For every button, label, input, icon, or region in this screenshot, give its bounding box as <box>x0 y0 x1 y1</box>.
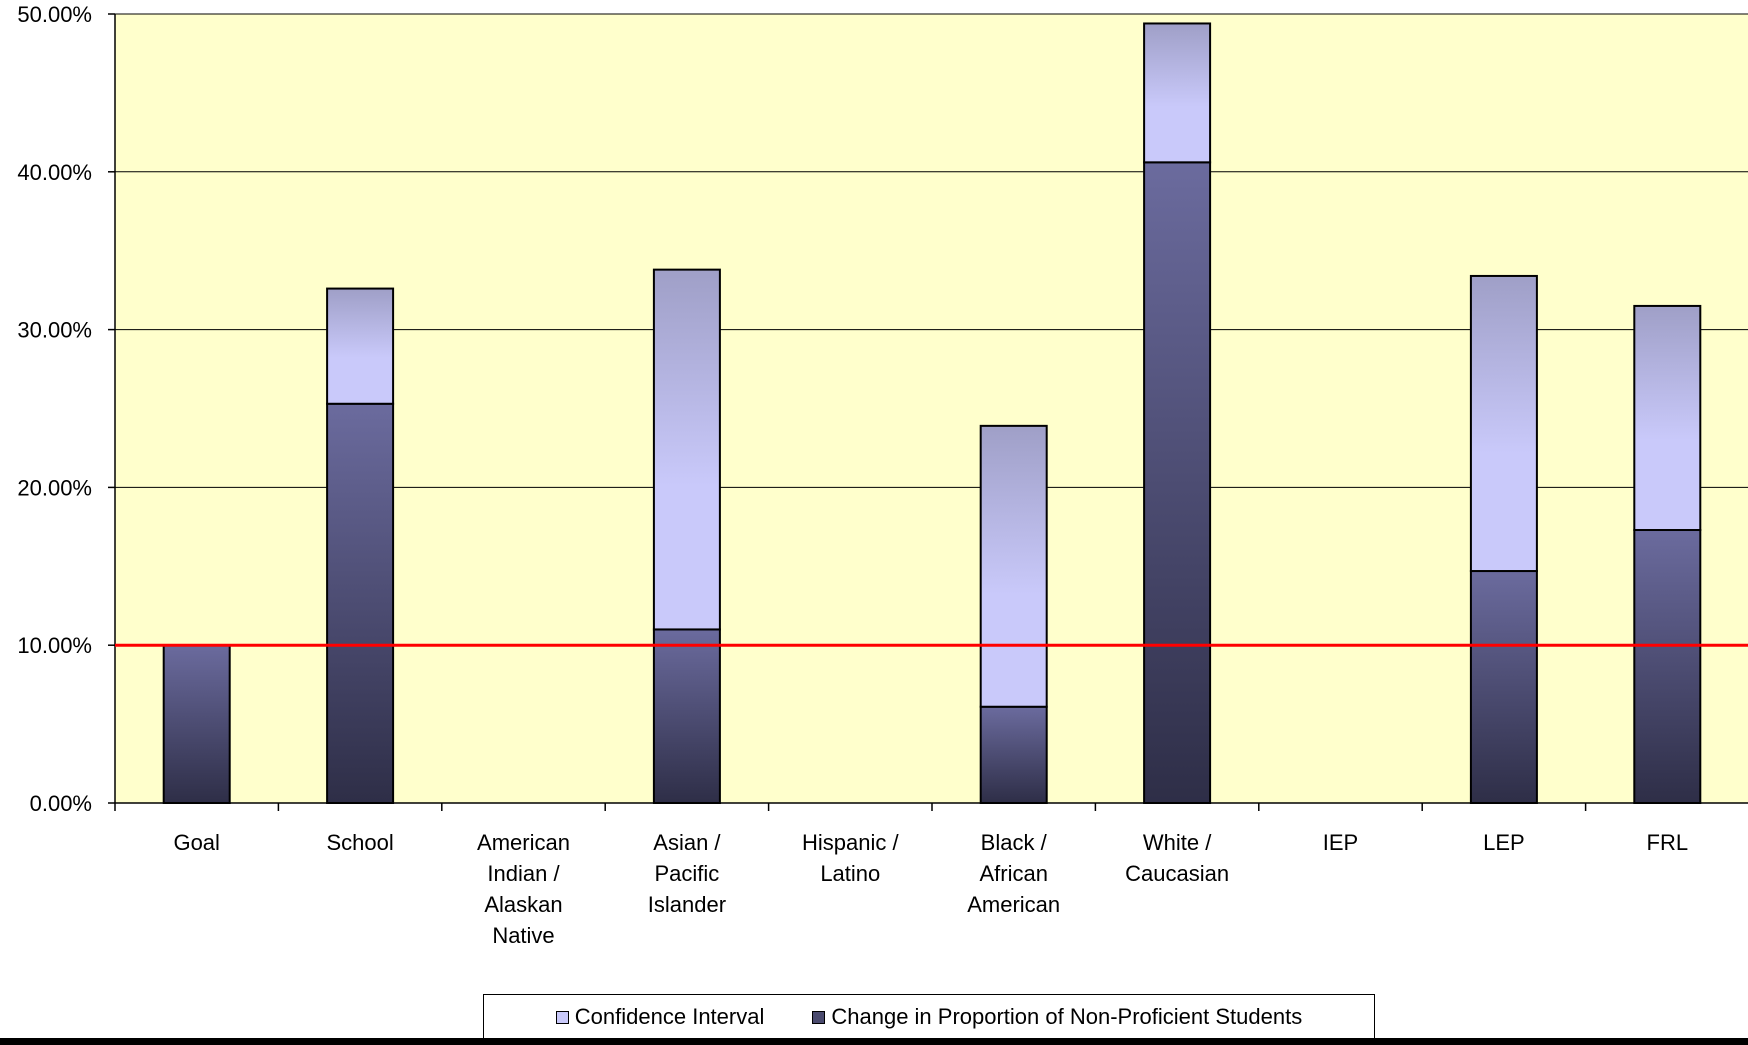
category-label: American Indian / Alaskan Native <box>477 830 570 948</box>
bar-change-proportion <box>326 402 395 804</box>
bar-confidence-interval <box>1469 274 1538 573</box>
legend-label-change-proportion: Change in Proportion of Non-Proficient S… <box>831 1004 1303 1029</box>
bar-confidence-interval <box>1143 22 1212 164</box>
bar-change-proportion <box>979 705 1048 805</box>
y-tick-label: 0.00% <box>30 791 92 816</box>
category-label-line: White / <box>1143 830 1212 855</box>
category-label-line: Latino <box>820 861 880 886</box>
bar-change-proportion <box>652 628 721 804</box>
category-label-line: Pacific <box>655 861 720 886</box>
category-label-line: FRL <box>1647 830 1689 855</box>
legend-label-confidence-interval: Confidence Interval <box>574 1004 765 1029</box>
bar-change-proportion <box>1143 161 1212 805</box>
bar-confidence-interval <box>326 287 395 405</box>
category-label-line: LEP <box>1483 830 1525 855</box>
legend-entry-change-proportion: Change in Proportion of Non-Proficient S… <box>812 1004 1302 1030</box>
category-label-line: Islander <box>648 892 726 917</box>
category-label: Hispanic / Latino <box>802 830 899 886</box>
bars <box>162 22 1702 805</box>
category-label: Black / African American <box>967 830 1060 917</box>
bar-confidence-interval <box>1633 304 1702 532</box>
bar-confidence-interval <box>652 268 721 631</box>
category-label: FRL <box>1647 830 1689 855</box>
category-label: LEP <box>1483 830 1525 855</box>
category-label-line: American <box>477 830 570 855</box>
y-tick-label: 30.00% <box>17 318 92 343</box>
category-label-line: Asian / <box>653 830 721 855</box>
category-label: White / Caucasian <box>1125 830 1229 886</box>
category-label: School <box>326 830 393 855</box>
category-label-line: Hispanic / <box>802 830 899 855</box>
category-label-line: Indian / <box>487 861 560 886</box>
bar-confidence-interval <box>979 424 1048 708</box>
category-label-line: African <box>979 861 1047 886</box>
category-label-line: Native <box>492 923 554 948</box>
bar-change-proportion <box>1469 570 1538 804</box>
category-label-line: American <box>967 892 1060 917</box>
y-tick-label: 50.00% <box>17 2 92 27</box>
bar-change-proportion <box>1633 529 1702 804</box>
y-tick-labels: 0.00% 10.00% 20.00% 30.00% 40.00% 50.00% <box>17 2 92 816</box>
legend-swatch-confidence-interval <box>555 1010 569 1024</box>
category-label-line: Black / <box>981 830 1048 855</box>
y-tick-label: 40.00% <box>17 160 92 185</box>
category-label-line: Goal <box>173 830 219 855</box>
y-tick-label: 10.00% <box>17 633 92 658</box>
category-label: Goal <box>173 830 219 855</box>
y-tick-label: 20.00% <box>17 475 92 500</box>
category-label-line: IEP <box>1323 830 1358 855</box>
bottom-border <box>0 1038 1748 1045</box>
bar-change-proportion <box>162 644 231 805</box>
category-label: IEP <box>1323 830 1358 855</box>
category-label-line: Alaskan <box>484 892 562 917</box>
legend-entry-confidence-interval: Confidence Interval <box>555 1004 765 1030</box>
legend: Confidence Interval Change in Proportion… <box>483 994 1375 1040</box>
legend-swatch-change-proportion <box>812 1010 826 1024</box>
category-label: Asian / Pacific Islander <box>648 830 726 917</box>
category-labels: Goal School American Indian / Alaskan NativeA… <box>173 830 1688 948</box>
category-label-line: School <box>326 830 393 855</box>
axes <box>108 13 1748 811</box>
category-label-line: Caucasian <box>1125 861 1229 886</box>
